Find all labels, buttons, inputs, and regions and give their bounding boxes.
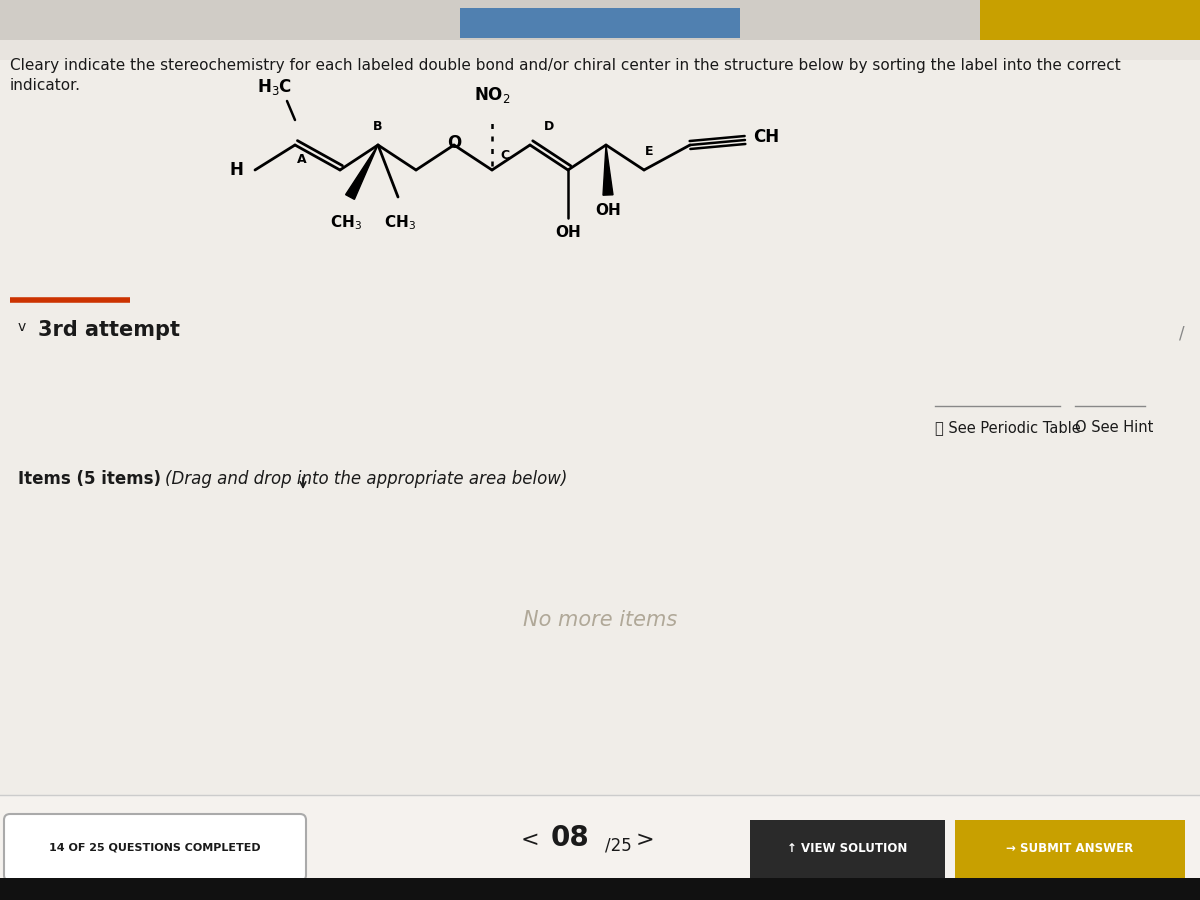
Text: O: O bbox=[446, 134, 461, 152]
Text: NO$_2$: NO$_2$ bbox=[474, 85, 510, 105]
Text: H$_3$C: H$_3$C bbox=[258, 77, 293, 97]
Text: B: B bbox=[373, 120, 383, 133]
Text: D: D bbox=[544, 120, 554, 133]
Text: OH: OH bbox=[556, 225, 581, 240]
Text: → SUBMIT ANSWER: → SUBMIT ANSWER bbox=[1007, 842, 1134, 856]
Text: <: < bbox=[521, 830, 539, 850]
Bar bbox=[0, 795, 1200, 900]
Text: Items (5 items): Items (5 items) bbox=[18, 470, 161, 488]
Text: E: E bbox=[644, 145, 653, 158]
Text: A: A bbox=[298, 153, 307, 166]
Text: CH$_3$: CH$_3$ bbox=[330, 213, 362, 231]
Polygon shape bbox=[604, 145, 613, 195]
Text: CH$_3$: CH$_3$ bbox=[384, 213, 416, 231]
Bar bbox=[0, 0, 1200, 40]
Bar bbox=[0, 878, 1200, 900]
Text: 08: 08 bbox=[551, 824, 589, 852]
Text: Cleary indicate the stereochemistry for each labeled double bond and/or chiral c: Cleary indicate the stereochemistry for … bbox=[10, 58, 1121, 73]
Text: /: / bbox=[1180, 325, 1186, 343]
Text: H: H bbox=[229, 161, 242, 179]
Text: 14 OF 25 QUESTIONS COMPLETED: 14 OF 25 QUESTIONS COMPLETED bbox=[49, 843, 260, 853]
Bar bbox=[750, 820, 946, 878]
Bar bbox=[0, 60, 1200, 820]
Text: ↑ VIEW SOLUTION: ↑ VIEW SOLUTION bbox=[787, 842, 907, 856]
Text: (Drag and drop into the appropriate area below): (Drag and drop into the appropriate area… bbox=[166, 470, 568, 488]
Text: C: C bbox=[500, 149, 509, 162]
Text: indicator.: indicator. bbox=[10, 78, 82, 93]
Text: No more items: No more items bbox=[523, 610, 677, 630]
FancyBboxPatch shape bbox=[4, 814, 306, 881]
Text: v: v bbox=[18, 320, 26, 334]
Bar bbox=[955, 820, 1186, 878]
Bar bbox=[980, 0, 1200, 40]
Text: CH: CH bbox=[754, 128, 779, 146]
Text: ⧖ See Periodic Table: ⧖ See Periodic Table bbox=[935, 420, 1081, 435]
Bar bbox=[460, 8, 740, 38]
Text: >: > bbox=[636, 830, 654, 850]
Text: OH: OH bbox=[595, 203, 620, 218]
Polygon shape bbox=[346, 145, 378, 200]
Text: 3rd attempt: 3rd attempt bbox=[38, 320, 180, 340]
Text: /25: /25 bbox=[605, 836, 631, 854]
Text: O See Hint: O See Hint bbox=[1075, 420, 1153, 435]
